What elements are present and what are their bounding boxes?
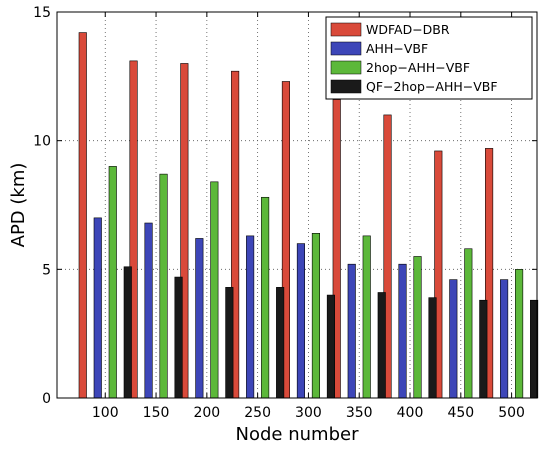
bar-series-2 (515, 269, 524, 399)
y-tick-label: 10 (33, 134, 51, 150)
y-tick-label: 0 (42, 391, 51, 407)
legend-label-qf-2hop-ahh-vbf: QF−2hop−AHH−VBF (366, 79, 498, 94)
bar-series-2 (210, 181, 219, 399)
bar-series-3 (225, 287, 234, 399)
bar-series-3 (428, 297, 437, 399)
legend-swatch-qf-2hop-ahh-vbf (330, 79, 362, 94)
x-tick-label: 250 (244, 405, 271, 421)
bar-series-1 (398, 263, 407, 399)
x-tick-label: 100 (92, 405, 119, 421)
bar-series-2 (108, 166, 117, 399)
bar-series-3 (326, 294, 335, 399)
bar-series-3 (174, 276, 183, 399)
bar-series-1 (93, 217, 102, 399)
bar-series-2 (159, 173, 168, 399)
bar-series-2 (261, 196, 270, 399)
y-axis-ticks: 0 5 10 15 (33, 5, 537, 407)
y-tick-label: 15 (33, 5, 51, 21)
bar-series-1 (195, 238, 204, 399)
bar-series-1 (144, 222, 153, 399)
bar-series-2 (311, 233, 320, 399)
x-tick-label: 400 (397, 405, 424, 421)
x-tick-label: 350 (346, 405, 373, 421)
legend: WDFAD−DBR AHH−VBF 2hop−AHH−VBF QF−2hop−A… (325, 16, 533, 100)
bar-series-3 (479, 299, 488, 399)
bar-series-2 (464, 248, 473, 399)
x-tick-label: 200 (193, 405, 220, 421)
x-tick-label: 300 (295, 405, 322, 421)
bar-series-3 (377, 292, 386, 399)
legend-label-ahh-vbf: AHH−VBF (366, 41, 428, 56)
legend-label-2hop-ahh-vbf: 2hop−AHH−VBF (366, 60, 470, 75)
bar-series-1 (449, 279, 458, 399)
bar-series-3 (276, 287, 285, 399)
plot-frame (56, 11, 538, 399)
y-tick-label: 5 (42, 262, 51, 278)
x-axis-ticks: 100 150 200 250 300 350 400 450 500 (92, 12, 525, 421)
x-tick-label: 500 (498, 405, 525, 421)
legend-swatch-ahh-vbf (330, 41, 362, 56)
bar-series-1 (296, 243, 305, 399)
bar-series-2 (413, 256, 422, 399)
bar-series-0 (78, 32, 87, 399)
bar-series-2 (362, 235, 371, 399)
bar-series-1 (246, 235, 255, 399)
x-tick-label: 450 (447, 405, 474, 421)
y-axis-label: APD (km) (8, 163, 29, 248)
legend-label-wdfad-dbr: WDFAD−DBR (366, 22, 450, 37)
bar-series-3 (123, 266, 132, 399)
legend-swatch-2hop-ahh-vbf (330, 60, 362, 75)
x-axis-label: Node number (236, 424, 360, 445)
bar-series-1 (500, 279, 509, 399)
bar-series-1 (347, 263, 356, 399)
legend-swatch-wdfad-dbr (330, 22, 362, 37)
x-tick-label: 150 (143, 405, 170, 421)
